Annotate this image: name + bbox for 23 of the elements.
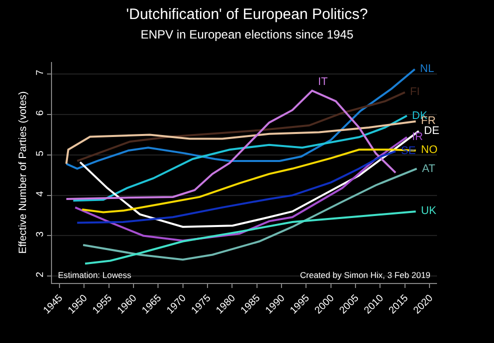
annotation: Created by Simon Hix, 3 Feb 2019 (300, 270, 431, 280)
series-label: NL (420, 63, 434, 75)
series-label: AT (422, 163, 436, 175)
series-label: DE (424, 125, 440, 137)
line-series (76, 150, 397, 224)
y-tick-label: 2 (35, 271, 46, 278)
line-series (65, 90, 397, 200)
y-tick-label: 5 (35, 150, 46, 156)
series-label: FI (410, 86, 420, 98)
y-tick-label: 4 (35, 190, 46, 197)
line-series (82, 168, 418, 261)
y-axis-title: Effective Number of Parties (votes) (16, 91, 29, 254)
y-tick-label: 7 (35, 69, 46, 76)
annotation: Estimation: Lowess (58, 270, 132, 280)
chart-subtitle: ENPV in European elections since 1945 (140, 27, 354, 42)
series-label: IR (412, 131, 424, 143)
series-label: UK (421, 205, 437, 217)
chart-title: 'Dutchification' of European Politics? (126, 6, 368, 23)
y-tick-label: 6 (35, 110, 46, 116)
series-label: NO (421, 144, 438, 156)
series-label: IT (318, 76, 328, 88)
line-series (84, 210, 417, 265)
y-tick-label: 3 (35, 231, 46, 238)
